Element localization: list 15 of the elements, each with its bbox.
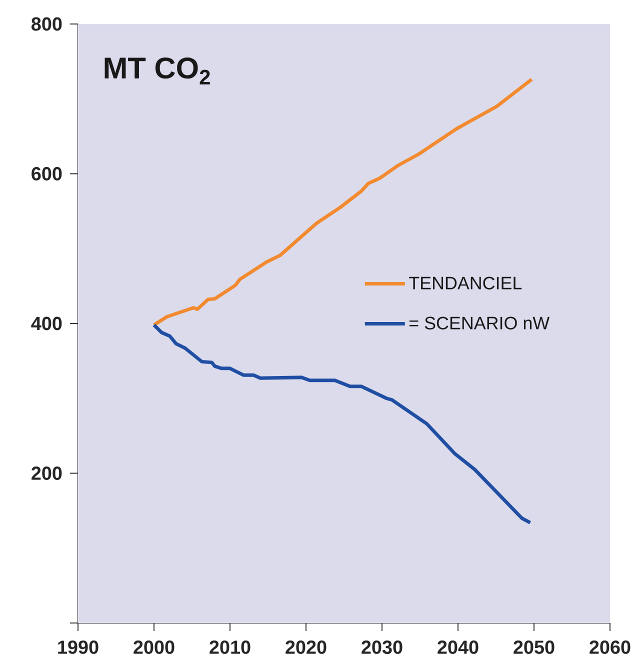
legend-label: TENDANCIEL [409,276,522,290]
text: MT CO$_{2}$ [104,57,210,84]
x-tick-label: 1990 [58,640,98,654]
x-tick-label: 2030 [362,640,402,654]
legend-label: = SCENARIO nW [410,316,550,330]
y-tick-label: 600 [32,167,62,180]
x-tick-label: 2060 [590,640,630,654]
y-tick-label: 400 [31,316,62,330]
y-tick-label: 200 [32,466,62,480]
x-tick-label: 2020 [286,640,326,654]
x-tick-label: 2050 [514,640,554,654]
y-tick-label: 800 [31,17,62,31]
x-tick-label: 2010 [210,640,250,654]
x-tick-label: 2040 [438,640,478,654]
x-tick-label: 2000 [134,640,174,654]
